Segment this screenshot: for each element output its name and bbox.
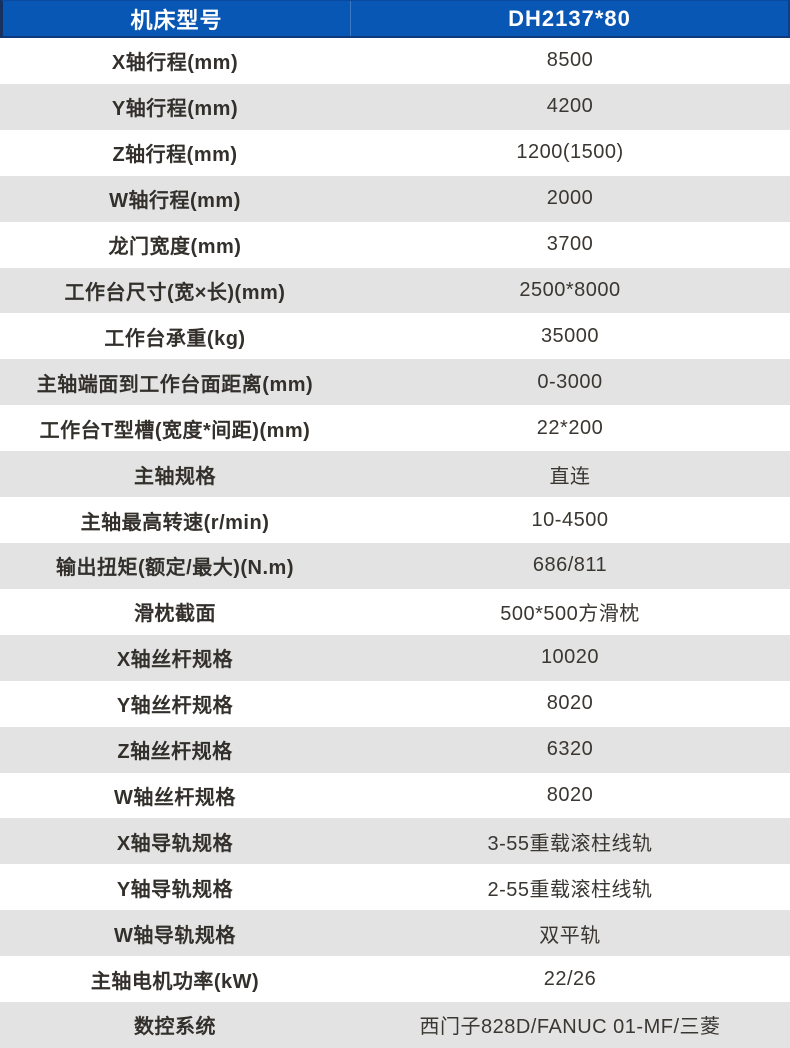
spec-value: 3700	[546, 233, 594, 256]
spec-value: 35000	[540, 324, 600, 347]
table-row: 工作台承重(kg) 35000	[0, 313, 790, 360]
spec-label: 滑枕截面	[134, 603, 216, 626]
spec-label: 主轴电机功率(kW)	[90, 970, 260, 993]
spec-value: 西门子828D/FANUC 01-MF/三菱	[419, 1016, 721, 1039]
spec-label: Y轴丝杆规格	[116, 695, 234, 718]
spec-value: 2-55重载滚柱线轨	[487, 878, 653, 901]
spec-value: 10020	[540, 646, 600, 669]
spec-value: 22/26	[543, 967, 597, 990]
spec-label: Z轴丝杆规格	[117, 741, 233, 764]
spec-label: 工作台尺寸(宽×长)(mm)	[64, 281, 286, 304]
spec-label: Y轴行程(mm)	[111, 98, 239, 121]
table-row: Y轴丝杆规格 8020	[0, 680, 790, 727]
table-row: Z轴丝杆规格 6320	[0, 726, 790, 773]
table-row: W轴丝杆规格 8020	[0, 772, 790, 819]
table-row: Y轴导轨规格 2-55重载滚柱线轨	[0, 864, 790, 911]
table-row: 主轴端面到工作台面距离(mm) 0-3000	[0, 359, 790, 406]
spec-label: 主轴端面到工作台面距离(mm)	[36, 373, 314, 396]
table-row: X轴行程(mm) 8500	[0, 38, 790, 84]
spec-value: 686/811	[532, 554, 608, 577]
header-model-label: 机床型号	[3, 1, 351, 36]
spec-value: 8020	[546, 692, 594, 715]
table-row: Y轴行程(mm) 4200	[0, 83, 790, 130]
spec-label: 工作台T型槽(宽度*间距)(mm)	[39, 419, 311, 442]
spec-value: 0-3000	[537, 370, 603, 393]
spec-value: 直连	[549, 465, 591, 488]
spec-value: 双平轨	[539, 924, 601, 947]
header-model-value: DH2137*80	[508, 5, 631, 31]
table-body: X轴行程(mm) 8500 Y轴行程(mm) 4200 Z轴行程(mm) 1200(150…	[0, 38, 790, 1048]
table-row: 工作台尺寸(宽×长)(mm) 2500*8000	[0, 267, 790, 314]
table-row: Z轴行程(mm) 1200(1500)	[0, 129, 790, 176]
table-row: 工作台T型槽(宽度*间距)(mm) 22*200	[0, 405, 790, 452]
spec-label: 工作台承重(kg)	[104, 327, 246, 350]
table-row: 数控系统 西门子828D/FANUC 01-MF/三菱	[0, 1002, 790, 1048]
spec-label: W轴丝杆规格	[114, 786, 236, 809]
table-row: 主轴最高转速(r/min) 10-4500	[0, 497, 790, 543]
table-row: X轴丝杆规格 10020	[0, 634, 790, 681]
spec-label: 主轴最高转速(r/min)	[80, 511, 270, 534]
table-row: 主轴规格 直连	[0, 451, 790, 498]
spec-value: 2500*8000	[519, 278, 621, 301]
spec-value: 4200	[546, 95, 594, 118]
spec-label: W轴行程(mm)	[109, 190, 241, 213]
spec-value: 6320	[546, 738, 594, 761]
table-row: W轴行程(mm) 2000	[0, 175, 790, 222]
table-row: X轴导轨规格 3-55重载滚柱线轨	[0, 818, 790, 865]
spec-label: Z轴行程(mm)	[112, 144, 238, 167]
spec-value: 8500	[546, 49, 594, 72]
spec-value: 3-55重载滚柱线轨	[487, 832, 653, 855]
spec-label: X轴行程(mm)	[111, 52, 239, 75]
spec-value: 1200(1500)	[516, 141, 624, 164]
spec-label: X轴丝杆规格	[116, 649, 234, 672]
spec-value: 2000	[546, 187, 594, 210]
spec-label: 数控系统	[134, 1016, 216, 1039]
table-row: 主轴电机功率(kW) 22/26	[0, 956, 790, 1003]
spec-label: X轴导轨规格	[116, 832, 234, 855]
table-row: 输出扭矩(额定/最大)(N.m) 686/811	[0, 542, 790, 589]
table-row: 滑枕截面 500*500方滑枕	[0, 588, 790, 635]
spec-label: 龙门宽度(mm)	[108, 236, 242, 259]
spec-label: W轴导轨规格	[114, 924, 236, 947]
table-row: 龙门宽度(mm) 3700	[0, 221, 790, 268]
spec-value: 8020	[546, 783, 594, 806]
spec-label: 主轴规格	[134, 465, 216, 488]
spec-value: 500*500方滑枕	[500, 603, 640, 626]
spec-value: 22*200	[536, 416, 604, 439]
table-row: W轴导轨规格 双平轨	[0, 910, 790, 957]
spec-value: 10-4500	[531, 508, 609, 531]
spec-label: Y轴导轨规格	[116, 878, 234, 901]
table-header-row: 机床型号 DH2137*80	[0, 0, 790, 38]
spec-label: 输出扭矩(额定/最大)(N.m)	[56, 557, 294, 580]
